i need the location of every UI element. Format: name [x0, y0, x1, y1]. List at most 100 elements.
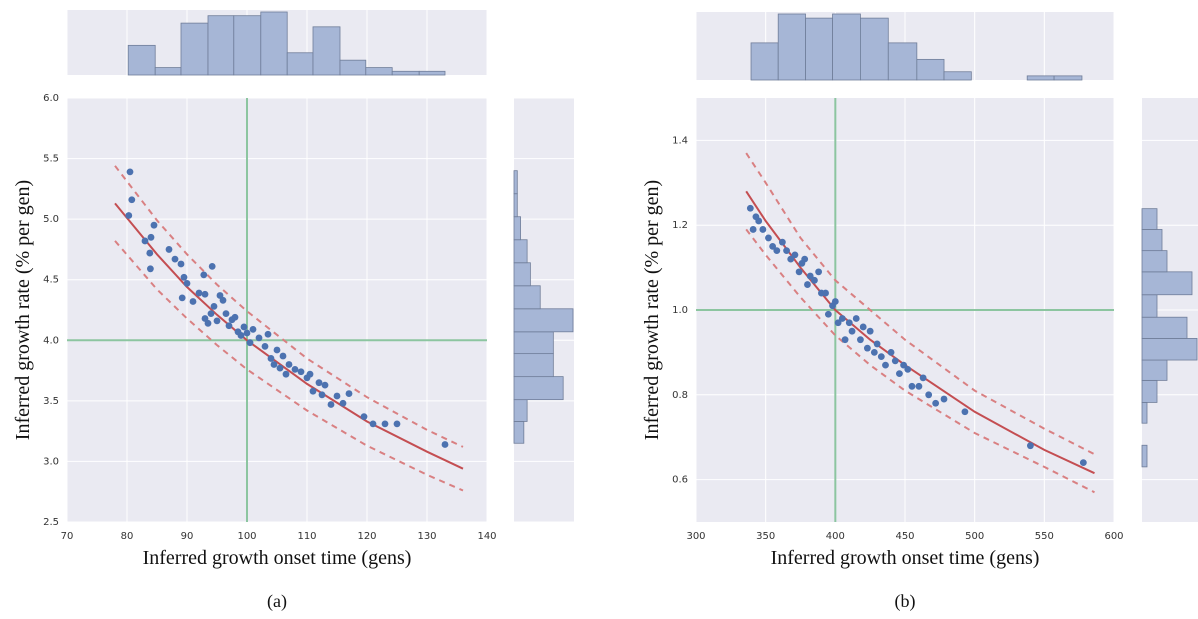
- x-tick-label: 500: [965, 531, 984, 542]
- scatter-point: [873, 340, 881, 348]
- scatter-point: [261, 342, 269, 350]
- y-tick-label: 0.6: [672, 475, 688, 486]
- x-tick-label: 400: [826, 531, 845, 542]
- x-tick-label: 90: [181, 531, 194, 542]
- scatter-point: [863, 344, 871, 352]
- scatter-point: [225, 322, 233, 330]
- scatter-point: [204, 319, 212, 327]
- scatter-point: [237, 332, 245, 339]
- hist-bar: [832, 13, 861, 81]
- scatter-point: [932, 399, 940, 407]
- scatter-point: [845, 319, 853, 327]
- scatter-point: [285, 361, 293, 368]
- hist-bar: [391, 70, 420, 76]
- hist-bar: [180, 22, 209, 76]
- scatter-point: [282, 370, 290, 378]
- hist-bar: [1141, 379, 1158, 403]
- scatter-point: [219, 296, 227, 304]
- scatter-point: [360, 413, 368, 421]
- hist-bar: [513, 216, 521, 241]
- scatter-point: [270, 361, 278, 368]
- y-tick-label: 1.2: [672, 220, 688, 231]
- scatter-point: [1027, 442, 1034, 450]
- plot-area: [67, 98, 487, 522]
- hist-bar: [1141, 316, 1188, 339]
- y-tick-label: 6.0: [43, 93, 59, 104]
- scatter-point: [857, 336, 864, 344]
- hist-bar: [339, 59, 367, 76]
- scatter-point: [231, 313, 239, 321]
- hist-bar: [513, 308, 574, 333]
- scatter-point: [870, 349, 878, 356]
- hist-bar: [513, 399, 528, 422]
- scatter-point: [147, 265, 154, 273]
- scatter-point: [904, 365, 912, 373]
- scatter-point: [1079, 459, 1087, 467]
- hist-bar: [513, 170, 518, 195]
- scatter-point: [321, 381, 329, 389]
- scatter-point: [213, 317, 221, 325]
- y-tick-label: 2.5: [43, 517, 59, 528]
- x-tick-label: 450: [895, 531, 914, 542]
- y-tick-label: 5.0: [43, 214, 59, 225]
- scatter-point: [866, 327, 874, 335]
- scatter-point: [309, 387, 317, 395]
- hist-bar: [1141, 294, 1158, 318]
- scatter-point: [831, 298, 839, 305]
- hist-bar: [513, 193, 518, 218]
- hist-bar: [1053, 75, 1083, 81]
- scatter-point: [824, 310, 832, 318]
- x-tick-label: 100: [237, 531, 256, 542]
- scatter-point: [755, 217, 763, 225]
- hist-bar: [860, 17, 889, 81]
- scatter-point: [441, 441, 449, 448]
- hist-bar: [1141, 444, 1148, 468]
- x-tick-label: 350: [756, 531, 775, 542]
- scatter-point: [791, 251, 799, 259]
- scatter-point: [216, 292, 224, 299]
- scatter-point: [815, 268, 823, 276]
- scatter-point: [297, 368, 305, 376]
- hist-bar: [1141, 250, 1168, 273]
- hist-bar: [777, 13, 806, 81]
- scatter-point: [165, 246, 173, 253]
- scatter-point: [171, 255, 179, 263]
- x-axis-label: Inferred growth onset time (gens): [771, 547, 1040, 569]
- scatter-point: [822, 289, 829, 297]
- scatter-point: [306, 370, 314, 378]
- hist-bar: [1141, 359, 1168, 381]
- scatter-point: [773, 247, 781, 255]
- hist-bar: [1026, 75, 1055, 81]
- scatter-point: [765, 234, 772, 242]
- scatter-point: [940, 395, 948, 403]
- scatter-point: [778, 238, 786, 246]
- fit-line: [114, 165, 464, 448]
- scatter-point: [195, 289, 203, 297]
- scatter-point: [919, 374, 927, 382]
- hist-bar: [1141, 229, 1163, 252]
- scatter-point: [147, 233, 155, 241]
- scatter-point: [150, 221, 158, 229]
- hist-bar: [365, 67, 393, 76]
- y-tick-label: 1.4: [672, 135, 688, 146]
- scatter-point: [240, 323, 248, 331]
- hist-bar: [513, 262, 531, 287]
- scatter-point: [806, 272, 814, 280]
- hist-bar: [916, 58, 945, 81]
- hist-bar: [750, 42, 779, 81]
- hist-bar: [805, 17, 833, 81]
- scatter-point: [915, 382, 923, 390]
- scatter-point: [276, 364, 284, 372]
- scatter-point: [249, 325, 257, 333]
- scatter-point: [811, 276, 818, 284]
- fit-line: [114, 202, 464, 470]
- scatter-point: [207, 310, 215, 318]
- hist-bar: [513, 331, 554, 355]
- scatter-point: [859, 323, 867, 331]
- scatter-point: [200, 271, 208, 279]
- scatter-point: [146, 249, 154, 257]
- scatter-point: [291, 365, 299, 373]
- hist-bar: [513, 421, 525, 444]
- caption: (a): [267, 591, 287, 612]
